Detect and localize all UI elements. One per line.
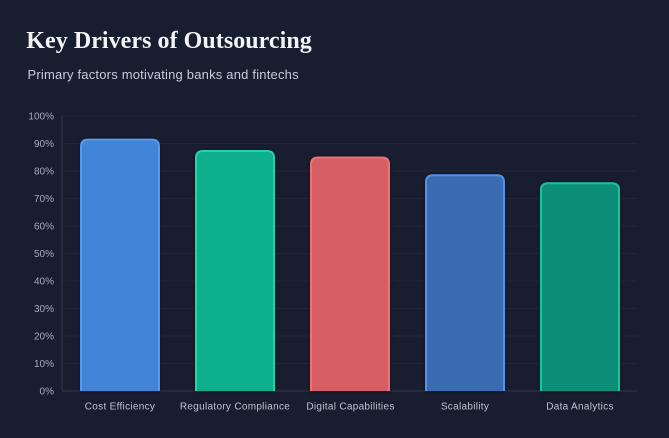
svg-text:20%: 20% — [34, 332, 54, 343]
svg-text:50%: 50% — [34, 249, 54, 260]
svg-text:70%: 70% — [34, 194, 54, 205]
svg-text:Regulatory Compliance: Regulatory Compliance — [180, 401, 290, 412]
svg-text:60%: 60% — [34, 222, 54, 233]
svg-text:Digital Capabilities: Digital Capabilities — [306, 401, 394, 412]
svg-text:100%: 100% — [28, 112, 54, 123]
svg-text:10%: 10% — [34, 359, 54, 370]
svg-text:Data Analytics: Data Analytics — [546, 401, 614, 412]
svg-text:Cost Efficiency: Cost Efficiency — [85, 401, 155, 412]
svg-text:30%: 30% — [34, 304, 54, 315]
svg-text:40%: 40% — [34, 277, 54, 288]
svg-text:90%: 90% — [34, 139, 54, 150]
svg-text:Scalability: Scalability — [441, 401, 489, 412]
svg-text:0%: 0% — [40, 387, 55, 398]
svg-text:80%: 80% — [34, 167, 54, 178]
